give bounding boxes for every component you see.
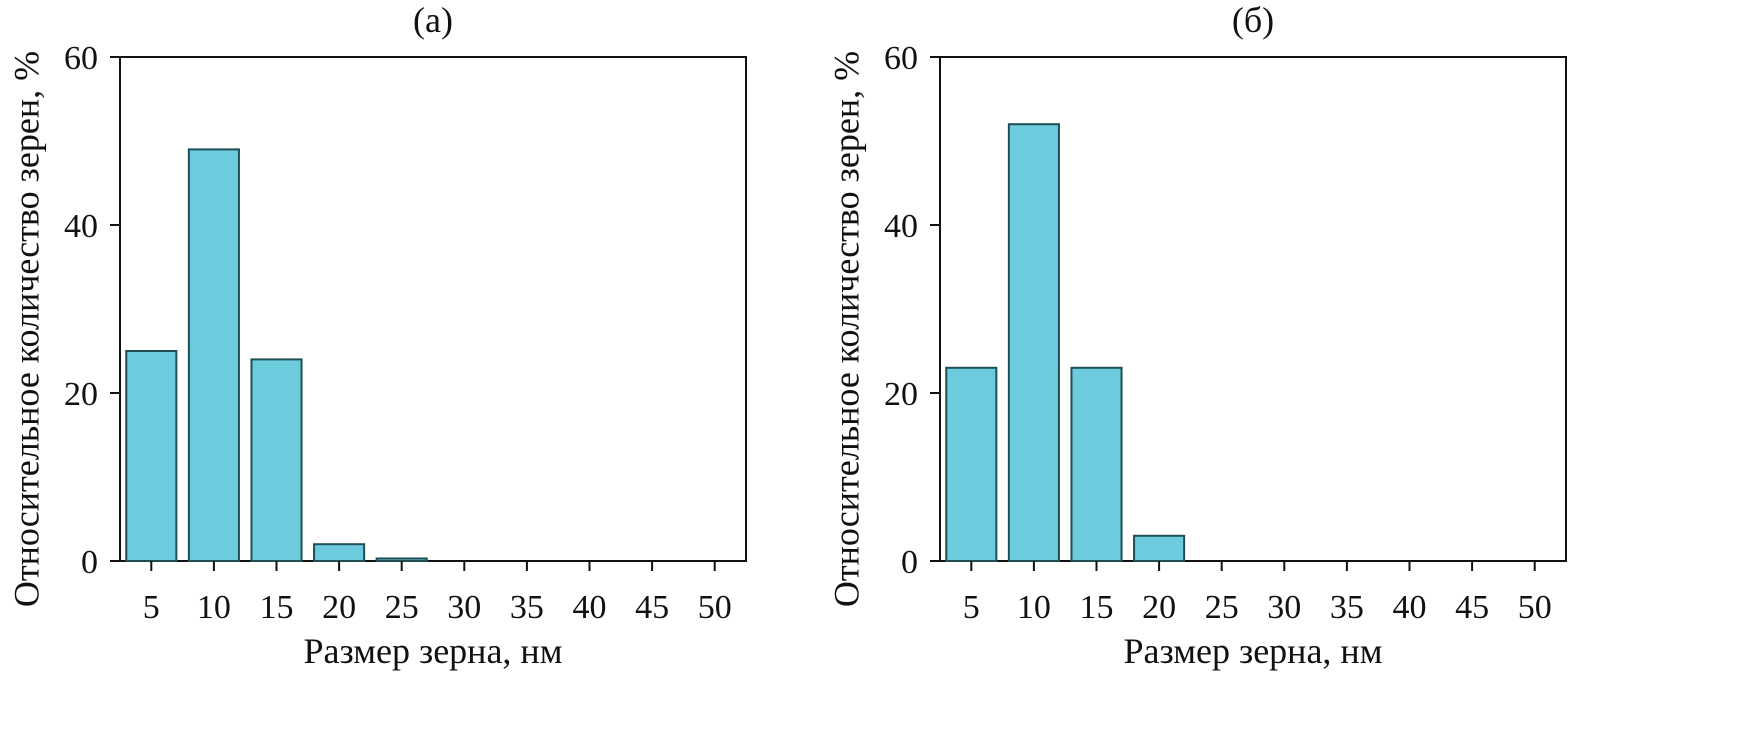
y-tick-label: 40 — [884, 208, 918, 245]
y-tick-label: 40 — [64, 208, 98, 245]
x-tick-label: 25 — [385, 589, 419, 626]
y-axis-label: Относительное количество зерен, % — [826, 51, 866, 607]
bar-10 — [187, 148, 240, 562]
x-tick-label: 20 — [322, 589, 356, 626]
y-tick-label: 20 — [64, 376, 98, 413]
y-axis-label: Относительное количество зерен, % — [6, 51, 46, 607]
x-tick-label: 50 — [1518, 589, 1552, 626]
x-tick-label: 15 — [1080, 589, 1114, 626]
x-tick-label: 45 — [635, 589, 669, 626]
plot-frame — [939, 56, 1567, 562]
y-tick-label: 60 — [64, 40, 98, 77]
chart-panel-a: 5 10 15 20 25 30 35 40 45 50 0 20 40 60 (а) Размер зерн… — [6, 0, 747, 671]
chart-panel-b: 5 10 15 20 25 30 35 40 45 50 0 20 40 60 (б) Размер зерн… — [826, 0, 1567, 671]
bar-5 — [125, 350, 178, 562]
bar-15 — [250, 358, 303, 562]
x-tick-label: 10 — [1017, 589, 1051, 626]
plot-frame — [119, 56, 747, 562]
y-tick-label: 0 — [81, 544, 98, 581]
x-tick-label: 45 — [1455, 589, 1489, 626]
x-axis-label: Размер зерна, нм — [304, 631, 563, 671]
y-tick-label: 0 — [901, 544, 918, 581]
x-tick-label: 10 — [197, 589, 231, 626]
x-tick-label: 5 — [143, 589, 160, 626]
bar-5 — [945, 366, 998, 562]
bar-15 — [1070, 366, 1123, 562]
x-tick-label: 40 — [573, 589, 607, 626]
x-tick-label: 30 — [447, 589, 481, 626]
bar-10 — [1007, 123, 1060, 562]
bar-20 — [1133, 534, 1186, 562]
x-tick-label: 35 — [510, 589, 544, 626]
x-tick-label: 35 — [1330, 589, 1364, 626]
x-axis-label: Размер зерна, нм — [1124, 631, 1383, 671]
bar-20 — [313, 543, 366, 563]
x-tick-label: 5 — [963, 589, 980, 626]
x-tick-label: 25 — [1205, 589, 1239, 626]
x-tick-label: 40 — [1393, 589, 1427, 626]
y-tick-label: 20 — [884, 376, 918, 413]
panel-title: (а) — [413, 0, 453, 40]
x-tick-label: 15 — [260, 589, 294, 626]
panel-title: (б) — [1232, 0, 1274, 40]
x-tick-label: 20 — [1142, 589, 1176, 626]
x-tick-label: 50 — [698, 589, 732, 626]
bar-25 — [375, 557, 428, 562]
y-tick-label: 60 — [884, 40, 918, 77]
x-tick-label: 30 — [1267, 589, 1301, 626]
